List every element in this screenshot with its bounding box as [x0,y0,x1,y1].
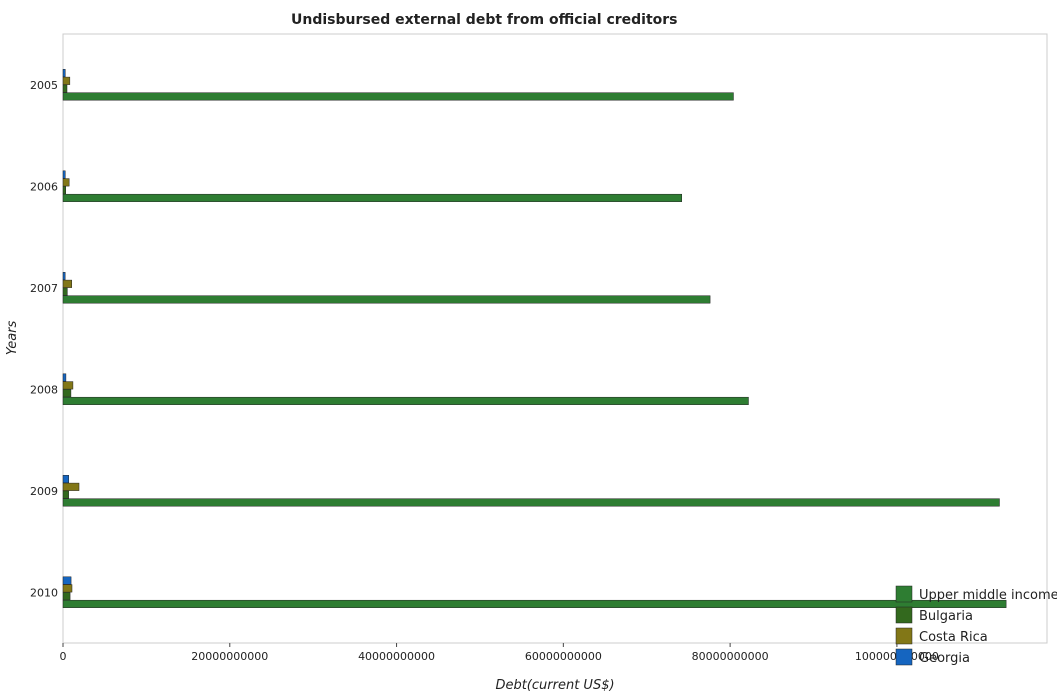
bar-upper-middle-income-2005 [62,92,734,101]
bar-costa-rica-2010 [62,584,73,593]
legend-label-georgia: Georgia [919,651,970,666]
x-tick-label: 60000000000 [525,650,602,663]
bar-bulgaria-2010 [62,592,71,601]
bar-upper-middle-income-2006 [62,193,683,202]
bar-bulgaria-2009 [62,490,69,499]
x-tick-labels: 0 20000000000 40000000000 60000000000 800000… [60,643,939,663]
bar-upper-middle-income-2007 [62,295,711,304]
x-axis-label: Debt(current US$) [495,678,614,693]
x-tick-label: 40000000000 [358,650,435,663]
bar-upper-middle-income-2010 [62,599,1007,608]
bar-bulgaria-2005 [62,84,68,93]
legend-swatch-georgia [895,648,913,666]
legend-label-upper-middle-income: Upper middle income [919,588,1057,603]
bar-georgia-2010 [62,576,72,585]
x-tick-label: 80000000000 [692,650,769,663]
bar-costa-rica-2005 [62,76,71,85]
legend-label-costa-rica: Costa Rica [919,630,988,645]
legend-swatch-costa-rica [895,627,913,645]
y-tick-label-2007: 2007 [30,282,58,295]
bar-upper-middle-income-2008 [62,396,749,405]
legend: Upper middle income Bulgaria Costa Rica Geo… [895,585,1057,666]
bars-group [62,69,1007,608]
plot-frame [62,33,1048,644]
legend-swatch-bulgaria [895,606,913,624]
chart-title: Undisbursed external debt from official … [291,12,678,28]
bar-georgia-2009 [62,475,70,484]
legend-label-bulgaria: Bulgaria [919,609,973,624]
bar-costa-rica-2009 [62,482,80,491]
bar-georgia-2006 [62,170,66,179]
y-axis-label: Years [5,320,20,355]
bar-georgia-2007 [62,272,66,281]
y-tick-label-2010: 2010 [30,586,58,599]
bar-upper-middle-income-2009 [62,498,1000,507]
y-tick-label-2005: 2005 [30,79,58,92]
y-tick-label-2009: 2009 [30,485,58,498]
bar-bulgaria-2007 [62,287,68,296]
legend-swatch-upper-middle-income [895,585,913,603]
y-tick-labels: 2005 2006 2007 2008 2009 2010 [30,79,58,600]
bar-bulgaria-2006 [62,186,67,195]
bar-costa-rica-2008 [62,381,74,390]
bar-georgia-2005 [62,69,66,78]
bar-costa-rica-2006 [62,178,70,187]
x-tick-label: 20000000000 [191,650,268,663]
y-tick-label-2006: 2006 [30,180,58,193]
bar-georgia-2008 [62,373,67,382]
x-tick-label: 0 [60,650,67,663]
bar-costa-rica-2007 [62,279,73,288]
y-tick-label-2008: 2008 [30,383,58,396]
bar-bulgaria-2008 [62,389,72,398]
